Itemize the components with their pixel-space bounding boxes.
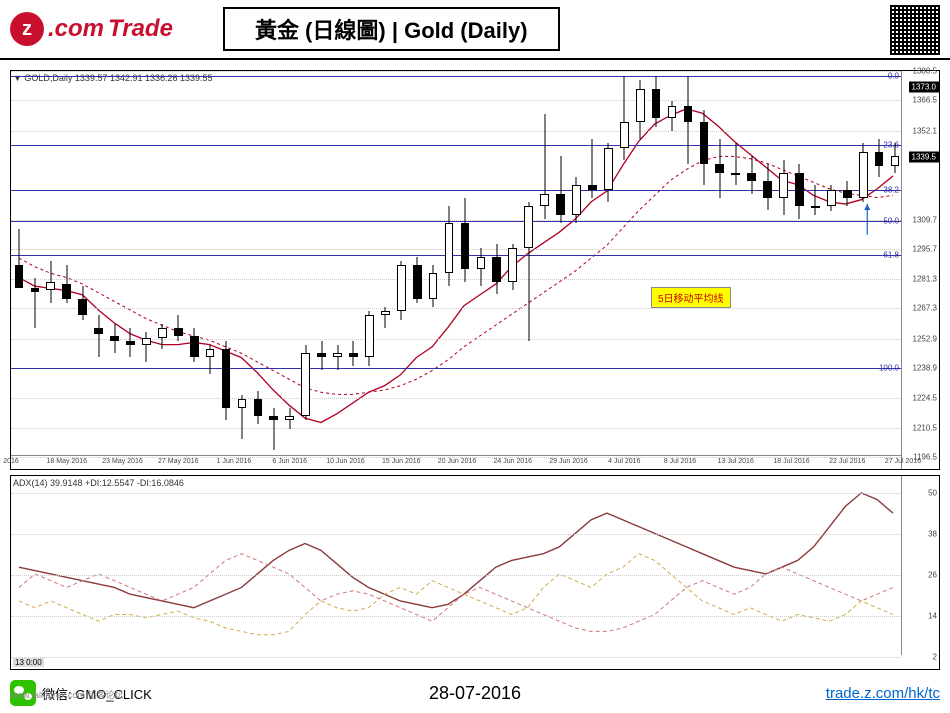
page-title: 黃金 (日線圖) | Gold (Daily): [223, 7, 560, 51]
adx-indicator: ADX(14) 39.9148 +DI:12.5547 -DI:16.0846 …: [10, 475, 940, 670]
logo-trade: Trade: [108, 15, 173, 43]
qr-code: [890, 5, 940, 55]
price-chart: ▼ GOLD,Daily 1339.57 1342.91 1336.26 133…: [10, 70, 940, 470]
logo-badge: z: [10, 12, 44, 46]
indicator-axis: 503826142: [901, 476, 939, 655]
ma-annotation: 5日移动平均线: [651, 287, 731, 308]
indicator-x-corner: 13 0:00: [13, 658, 44, 667]
footer: 微信: GMO_CLICK 28-07-2016 trade.z.com/hk/…: [0, 673, 950, 713]
footer-date: 28-07-2016: [429, 683, 521, 704]
footer-url[interactable]: trade.z.com/hk/tc: [826, 685, 940, 702]
logo-text: .com: [48, 15, 104, 43]
indicator-plot: [11, 476, 901, 655]
watermark: www.talkforex.com 韬客论坛: [10, 688, 124, 701]
chart-plot: 0.023.638.250.061.8100.05日移动平均线: [11, 71, 901, 469]
indicator-overlay: [11, 476, 901, 655]
logo: z .com Trade: [10, 12, 173, 46]
price-axis: 1380.51366.51352.11309.71295.71281.31267…: [901, 71, 939, 469]
date-axis: 201618 May 201623 May 201627 May 20161 J…: [11, 455, 901, 469]
header: z .com Trade 黃金 (日線圖) | Gold (Daily): [0, 0, 950, 60]
